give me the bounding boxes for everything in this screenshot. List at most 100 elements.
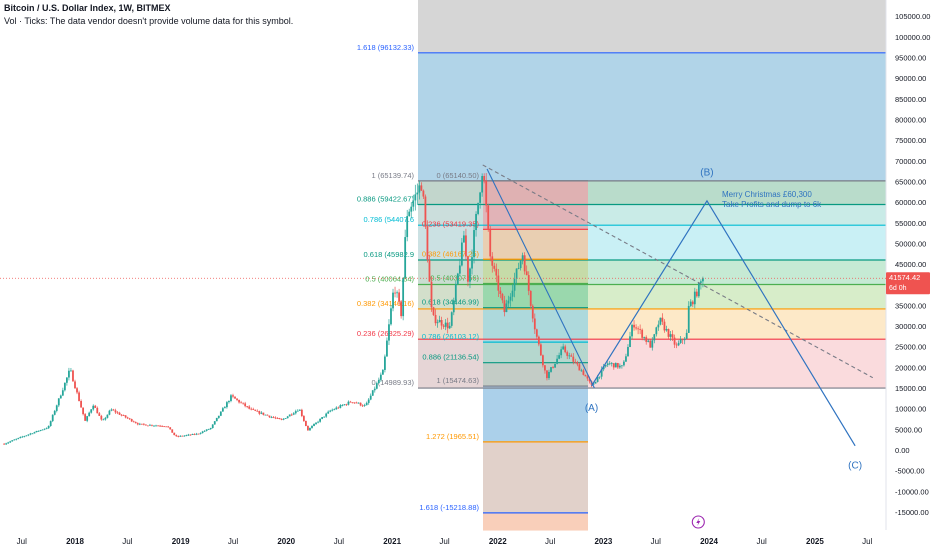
candle	[511, 284, 514, 302]
candle	[84, 413, 87, 421]
candle	[677, 340, 680, 347]
candle	[361, 404, 364, 408]
candle	[552, 365, 554, 369]
candle	[499, 287, 502, 299]
candle	[452, 297, 455, 316]
candle	[140, 423, 143, 425]
candle	[11, 440, 14, 442]
candle	[669, 331, 672, 341]
candle	[477, 202, 479, 216]
x-tick-label: 2023	[594, 537, 612, 546]
candle	[434, 309, 437, 326]
candle	[39, 429, 42, 432]
x-tick-label: Jul	[439, 537, 449, 546]
candle	[527, 271, 530, 296]
candle	[317, 420, 319, 424]
candle	[685, 329, 688, 340]
candle	[392, 288, 394, 312]
candle	[606, 361, 609, 367]
candle	[600, 366, 603, 380]
down-trendline	[486, 168, 595, 389]
x-tick-label: 2019	[172, 537, 190, 546]
candle	[691, 300, 694, 308]
candle	[51, 414, 54, 423]
y-tick-label: 35000.00	[895, 301, 926, 310]
candle	[456, 272, 459, 286]
y-tick-label: 70000.00	[895, 157, 926, 166]
candle	[580, 368, 583, 372]
candle	[377, 377, 380, 384]
candle	[546, 370, 548, 381]
fib1-level-2-label: 0.786 (54407.6	[364, 215, 414, 224]
candle	[55, 404, 58, 413]
x-tick-label: Jul	[334, 537, 344, 546]
candle	[335, 406, 338, 410]
y-tick-label: -5000.00	[895, 467, 925, 476]
candle	[406, 209, 409, 242]
candle	[232, 393, 234, 399]
candle	[177, 435, 180, 438]
candle	[653, 333, 656, 344]
zone-top-grey	[418, 0, 886, 53]
candle	[430, 276, 433, 312]
candle	[35, 430, 38, 433]
candle	[576, 360, 579, 367]
candle	[365, 401, 368, 406]
candle	[3, 443, 6, 445]
candle	[236, 398, 238, 402]
candle	[367, 398, 370, 405]
fib1-extension-label: 1.618 (96132.33)	[357, 43, 415, 52]
candle	[503, 295, 506, 317]
candle	[213, 421, 216, 425]
candle	[122, 414, 125, 416]
candle	[258, 410, 261, 416]
lightning-icon[interactable]	[691, 515, 705, 529]
candle	[57, 398, 60, 408]
candle	[572, 353, 575, 365]
candle	[651, 337, 654, 351]
y-tick-label: 90000.00	[895, 74, 926, 83]
candle	[513, 272, 516, 298]
candle	[199, 432, 202, 435]
candle	[268, 415, 271, 419]
x-tick-label: 2024	[700, 537, 718, 546]
fib1-level-6-label: 0.236 (26825.29)	[357, 329, 415, 338]
fib2-level-1-label: 0.236 (53419.35)	[422, 219, 480, 228]
candle	[98, 412, 101, 416]
candle	[65, 377, 68, 386]
candle	[432, 306, 435, 316]
candle	[404, 229, 407, 279]
candle	[570, 353, 573, 357]
candle	[568, 352, 571, 360]
zone-band-2-8	[483, 441, 588, 513]
candle	[375, 381, 378, 390]
candle	[219, 411, 222, 417]
candle	[467, 255, 469, 287]
candle	[120, 413, 123, 417]
candle	[345, 403, 348, 406]
fib2-level-3-label: 0.5 (40307.56)	[430, 273, 479, 282]
candle	[15, 438, 18, 441]
candle	[398, 288, 400, 306]
candle	[612, 363, 615, 370]
candle	[544, 365, 546, 374]
candle	[697, 282, 700, 298]
candle	[272, 416, 275, 419]
candle	[629, 331, 631, 348]
candle	[533, 313, 536, 334]
candle	[410, 202, 413, 219]
candle	[151, 424, 153, 427]
candle	[159, 424, 161, 428]
x-tick-label: Jul	[122, 537, 132, 546]
candle	[147, 425, 149, 427]
candle	[149, 423, 151, 426]
candle	[390, 305, 392, 326]
candle	[428, 254, 431, 282]
candle	[373, 386, 376, 393]
candle	[31, 433, 34, 435]
wave-label: (C)	[848, 461, 862, 472]
candle	[221, 406, 224, 412]
candle	[169, 427, 172, 430]
candle	[136, 422, 139, 426]
